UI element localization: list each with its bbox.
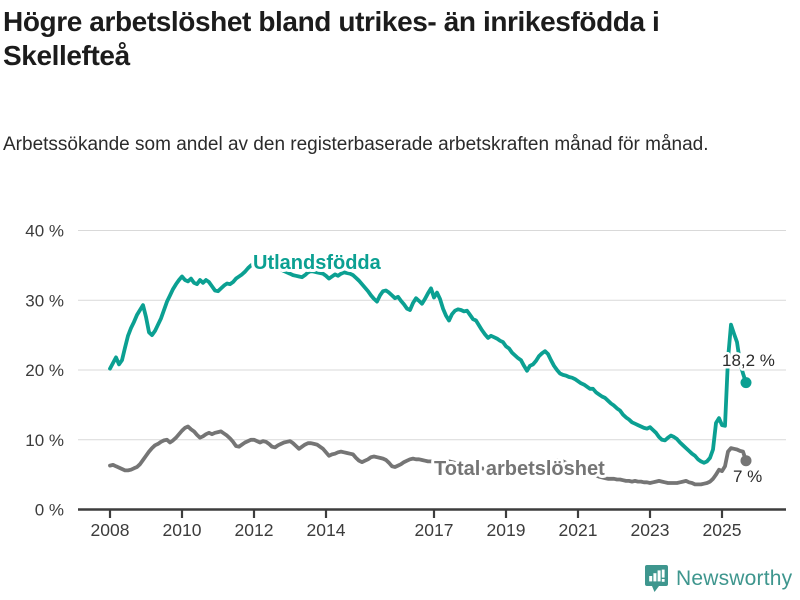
bar-small bbox=[649, 576, 653, 582]
bar-medium bbox=[653, 573, 657, 582]
newsworthy-logo-text: Newsworthy bbox=[676, 567, 793, 590]
chart-title: Högre arbetslöshet bland utrikes- än inr… bbox=[3, 6, 660, 71]
x-tick-label-2019: 2019 bbox=[487, 520, 526, 540]
x-tick-label-2010: 2010 bbox=[163, 520, 202, 540]
series-label-utlandsfodda: Utlandsfödda bbox=[253, 252, 382, 274]
x-tick-label-2017: 2017 bbox=[415, 520, 454, 540]
y-tick-label-40: 40 % bbox=[25, 222, 64, 241]
x-tick-label-2023: 2023 bbox=[631, 520, 670, 540]
y-tick-label-20: 20 % bbox=[25, 361, 64, 380]
chart-subtitle: Arbetssökande som andel av den registerb… bbox=[3, 134, 709, 155]
x-tick-label-2012: 2012 bbox=[235, 520, 274, 540]
x-axis-labels: 2008 2010 2012 2014 2017 2019 2021 2023 … bbox=[91, 520, 742, 540]
y-tick-label-0: 0 % bbox=[35, 501, 64, 520]
y-tick-label-30: 30 % bbox=[25, 291, 64, 310]
newsworthy-logo[interactable]: Newsworthy bbox=[645, 565, 792, 593]
bar-tall bbox=[657, 570, 661, 582]
y-tick-label-10: 10 % bbox=[25, 431, 64, 450]
x-tick-label-2008: 2008 bbox=[91, 520, 130, 540]
total-unemployment-line bbox=[108, 424, 748, 487]
foreign-born-end-dot bbox=[740, 377, 752, 389]
x-tick-label-2021: 2021 bbox=[559, 520, 598, 540]
annotation-foreign-born-end-value: 18,2 % bbox=[722, 351, 775, 370]
x-tick-label-2014: 2014 bbox=[307, 520, 346, 540]
foreign-born-line bbox=[108, 259, 748, 465]
bar-chart-speech-bubble-icon bbox=[645, 565, 668, 592]
series-label-total-arbetsloshet: Total arbetslöshet bbox=[434, 458, 605, 480]
speech-bubble-shape bbox=[645, 565, 668, 592]
x-axis-ticks bbox=[108, 509, 724, 518]
annotation-total-end-value: 7 % bbox=[733, 467, 762, 486]
exclamation-stem bbox=[661, 569, 665, 578]
total-end-dot bbox=[740, 455, 752, 467]
exclamation-dot bbox=[661, 579, 665, 582]
x-tick-label-2025: 2025 bbox=[703, 520, 742, 540]
